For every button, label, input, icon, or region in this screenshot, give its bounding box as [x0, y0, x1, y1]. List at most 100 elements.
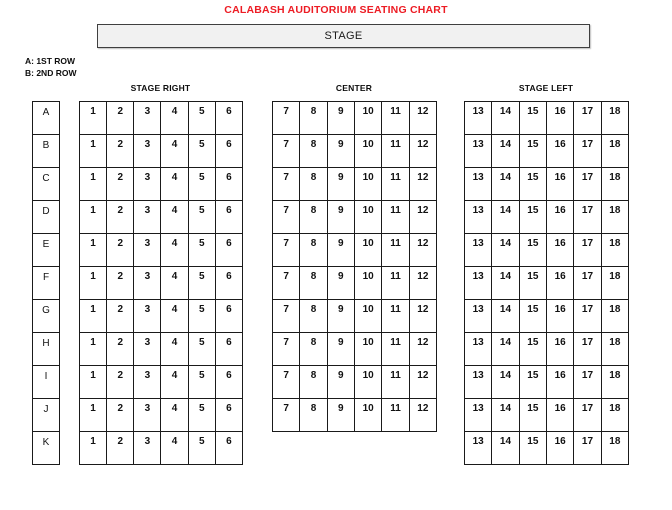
seat-cell: 2	[107, 102, 135, 135]
seat-cell: 2	[107, 135, 135, 168]
seat-cell: 3	[134, 234, 162, 267]
seat-cell: 8	[300, 234, 328, 267]
seat-cell: 18	[601, 300, 629, 333]
row-label-cell: H	[33, 333, 60, 366]
seat-cell: 11	[382, 102, 410, 135]
seat-cell: 17	[574, 432, 602, 465]
seat-cell: 5	[188, 333, 216, 366]
seat-cell: 13	[465, 366, 493, 399]
seat-cell: 1	[80, 333, 108, 366]
seat-cell: 4	[161, 366, 189, 399]
row-label-cell: F	[33, 267, 60, 300]
seat-cell: 15	[519, 234, 547, 267]
seat-cell: 18	[601, 135, 629, 168]
section-grid-center: 7 8 9 10 11 12 7 8 9 10 11 12 7 8 9 10 11 12 7 8 9 10 11 12 7 8 9 1…	[272, 101, 437, 432]
seat-cell: 1	[80, 102, 108, 135]
seat-cell: 14	[492, 333, 520, 366]
seat-cell: 2	[107, 333, 135, 366]
seat-cell: 1	[80, 432, 108, 465]
seat-cell: 12	[409, 333, 437, 366]
seat-cell: 8	[300, 333, 328, 366]
section-header-stage-right: STAGE RIGHT	[130, 83, 191, 93]
seat-cell: 14	[492, 399, 520, 432]
seat-cell: 15	[519, 201, 547, 234]
seat-cell: 11	[382, 135, 410, 168]
seat-cell: 6	[215, 234, 243, 267]
seat-cell: 1	[80, 366, 108, 399]
seat-cell: 13	[465, 135, 493, 168]
seat-cell: 15	[519, 267, 547, 300]
seat-cell: 5	[188, 267, 216, 300]
seat-cell: 18	[601, 333, 629, 366]
section-grid-stage-left: 13 14 15 16 17 18 13 14 15 16 17 18 13 14 15 16 17 18 13 14…	[464, 101, 629, 465]
seat-cell: 17	[574, 201, 602, 234]
seat-cell: 18	[601, 267, 629, 300]
section-header-center: CENTER	[335, 83, 373, 93]
seat-cell: 12	[409, 201, 437, 234]
seat-cell: 16	[547, 333, 575, 366]
seat-cell: 1	[80, 399, 108, 432]
seat-cell: 1	[80, 234, 108, 267]
row-label-cell: K	[33, 432, 60, 465]
seat-cell: 4	[161, 168, 189, 201]
seat-cell: 2	[107, 366, 135, 399]
seat-cell: 7	[273, 135, 301, 168]
seat-cell: 9	[327, 234, 355, 267]
seat-cell: 4	[161, 399, 189, 432]
seat-cell: 1	[80, 300, 108, 333]
seat-cell: 6	[215, 366, 243, 399]
seat-cell: 18	[601, 432, 629, 465]
seat-cell: 15	[519, 300, 547, 333]
seat-cell: 1	[80, 201, 108, 234]
row-label-cell: D	[33, 201, 60, 234]
seat-cell: 8	[300, 300, 328, 333]
seat-cell: 14	[492, 168, 520, 201]
seat-cell: 15	[519, 135, 547, 168]
seat-cell: 11	[382, 267, 410, 300]
seat-cell: 14	[492, 366, 520, 399]
seat-cell: 9	[327, 168, 355, 201]
seat-cell: 12	[409, 300, 437, 333]
seat-cell: 5	[188, 234, 216, 267]
seat-cell: 17	[574, 399, 602, 432]
seat-cell: 10	[355, 102, 383, 135]
seat-cell: 17	[574, 267, 602, 300]
seat-cell: 3	[134, 366, 162, 399]
seat-cell: 3	[134, 333, 162, 366]
seat-cell: 16	[547, 267, 575, 300]
seat-cell: 9	[327, 201, 355, 234]
seat-cell: 7	[273, 300, 301, 333]
seat-cell: 18	[601, 201, 629, 234]
seat-cell: 15	[519, 333, 547, 366]
seat-cell: 14	[492, 102, 520, 135]
row-label-cell: I	[33, 366, 60, 399]
seat-cell: 18	[601, 168, 629, 201]
page-title: CALABASH AUDITORIUM SEATING CHART	[224, 4, 448, 16]
seat-cell: 14	[492, 201, 520, 234]
seat-cell: 3	[134, 201, 162, 234]
seat-cell: 6	[215, 432, 243, 465]
seat-cell: 5	[188, 300, 216, 333]
seat-cell: 17	[574, 333, 602, 366]
seat-cell: 8	[300, 399, 328, 432]
seat-cell: 17	[574, 300, 602, 333]
seat-cell: 8	[300, 168, 328, 201]
seat-cell: 9	[327, 267, 355, 300]
seat-cell: 16	[547, 366, 575, 399]
seat-cell: 2	[107, 168, 135, 201]
seat-cell: 1	[80, 267, 108, 300]
seat-cell: 11	[382, 366, 410, 399]
seat-cell: 12	[409, 102, 437, 135]
seat-cell: 2	[107, 399, 135, 432]
seat-cell: 10	[355, 135, 383, 168]
seat-cell: 6	[215, 267, 243, 300]
seat-cell: 14	[492, 135, 520, 168]
seat-cell: 4	[161, 102, 189, 135]
seat-cell: 12	[409, 399, 437, 432]
seat-cell: 5	[188, 168, 216, 201]
seat-cell: 2	[107, 432, 135, 465]
seat-cell: 11	[382, 201, 410, 234]
seat-cell: 14	[492, 234, 520, 267]
seat-cell: 10	[355, 300, 383, 333]
seat-cell: 15	[519, 366, 547, 399]
